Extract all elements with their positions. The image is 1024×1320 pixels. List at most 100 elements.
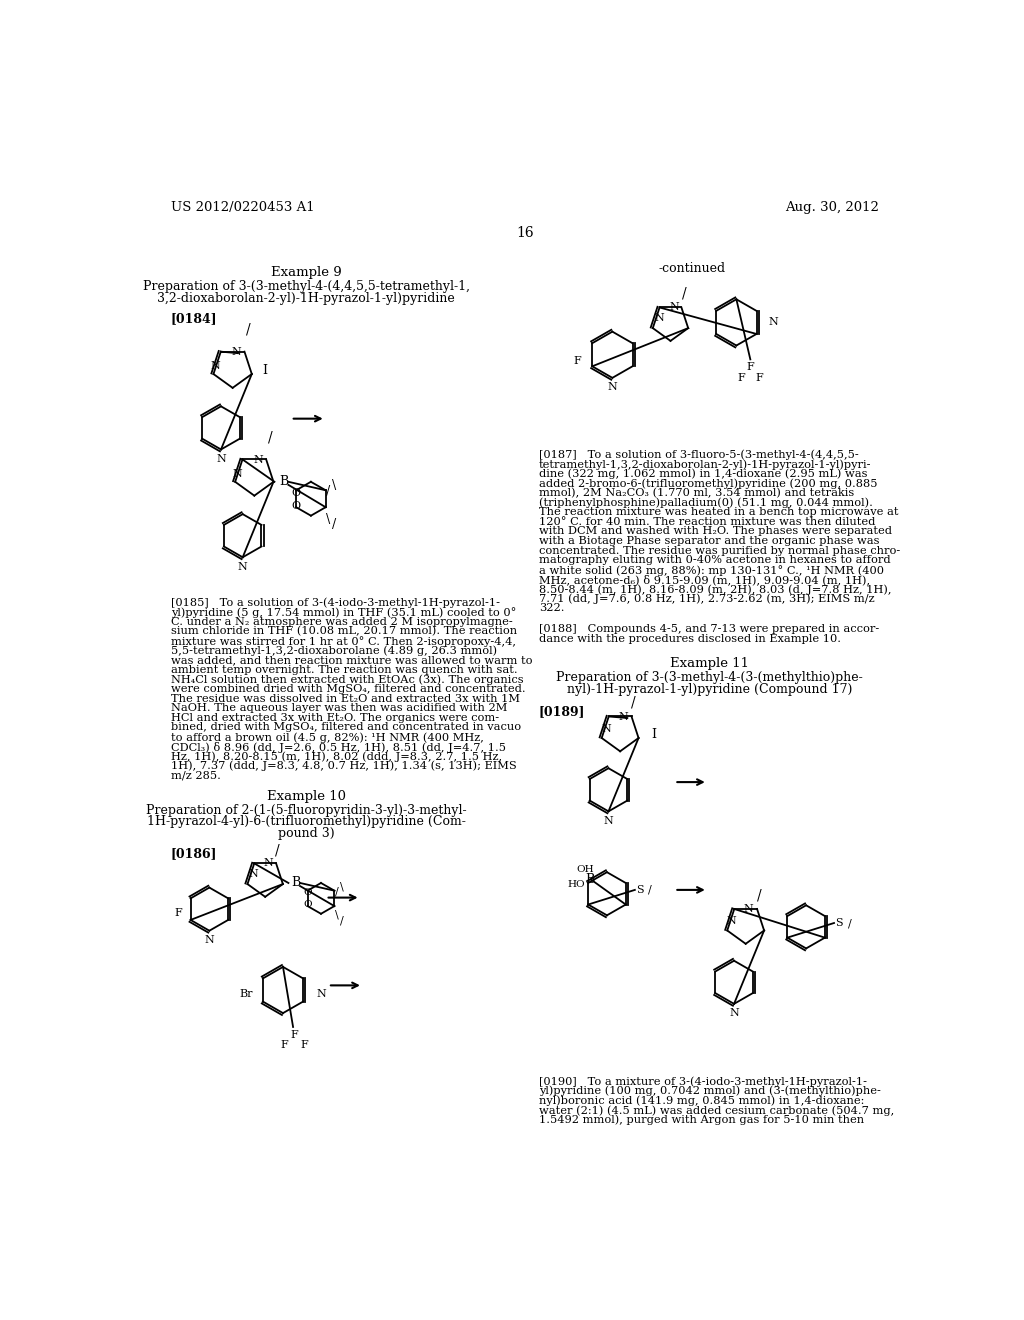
Text: with DCM and washed with H₂O. The phases were separated: with DCM and washed with H₂O. The phases…: [539, 527, 892, 536]
Text: NaOH. The aqueous layer was then was acidified with 2M: NaOH. The aqueous layer was then was aci…: [171, 704, 507, 713]
Text: [0190]   To a mixture of 3-(4-iodo-3-methyl-1H-pyrazol-1-: [0190] To a mixture of 3-(4-iodo-3-methy…: [539, 1076, 866, 1086]
Text: F: F: [291, 1030, 299, 1040]
Text: N: N: [769, 317, 778, 327]
Text: N: N: [729, 1008, 739, 1019]
Text: [0188]   Compounds 4-5, and 7-13 were prepared in accor-: [0188] Compounds 4-5, and 7-13 were prep…: [539, 624, 879, 634]
Text: 16: 16: [516, 226, 534, 240]
Text: B: B: [586, 874, 595, 887]
Text: a white solid (263 mg, 88%): mp 130-131° C., ¹H NMR (400: a white solid (263 mg, 88%): mp 130-131°…: [539, 565, 884, 576]
Text: The reaction mixture was heated in a bench top microwave at: The reaction mixture was heated in a ben…: [539, 507, 898, 517]
Text: F: F: [746, 362, 755, 372]
Text: I: I: [651, 727, 656, 741]
Text: /: /: [326, 484, 330, 498]
Text: [0187]   To a solution of 3-fluoro-5-(3-methyl-4-(4,4,5,5-: [0187] To a solution of 3-fluoro-5-(3-me…: [539, 449, 858, 461]
Text: /: /: [332, 517, 336, 531]
Text: water (2:1) (4.5 mL) was added cesium carbonate (504.7 mg,: water (2:1) (4.5 mL) was added cesium ca…: [539, 1105, 894, 1115]
Text: matography eluting with 0-40% acetone in hexanes to afford: matography eluting with 0-40% acetone in…: [539, 556, 891, 565]
Text: S: S: [835, 917, 843, 928]
Text: N: N: [253, 455, 263, 465]
Text: \: \: [332, 479, 336, 492]
Text: N: N: [603, 816, 613, 826]
Text: N: N: [670, 302, 679, 312]
Text: F: F: [281, 1040, 289, 1051]
Text: with a Biotage Phase separator and the organic phase was: with a Biotage Phase separator and the o…: [539, 536, 880, 546]
Text: [0184]: [0184]: [171, 313, 217, 326]
Text: dance with the procedures disclosed in Example 10.: dance with the procedures disclosed in E…: [539, 634, 841, 644]
Text: /: /: [757, 888, 761, 903]
Text: Aug. 30, 2012: Aug. 30, 2012: [785, 201, 879, 214]
Text: ambient temp overnight. The reaction was quench with sat.: ambient temp overnight. The reaction was…: [171, 665, 517, 675]
Text: N: N: [618, 711, 628, 722]
Text: /: /: [267, 430, 272, 444]
Text: m/z 285.: m/z 285.: [171, 771, 220, 780]
Text: /: /: [682, 286, 687, 301]
Text: tetramethyl-1,3,2-dioxaborolan-2-yl)-1H-pyrazol-1-yl)pyri-: tetramethyl-1,3,2-dioxaborolan-2-yl)-1H-…: [539, 459, 871, 470]
Text: bined, dried with MgSO₄, filtered and concentrated in vacuo: bined, dried with MgSO₄, filtered and co…: [171, 722, 521, 733]
Text: \: \: [340, 882, 344, 891]
Text: B: B: [280, 475, 289, 488]
Text: concentrated. The residue was purified by normal phase chro-: concentrated. The residue was purified b…: [539, 545, 900, 556]
Text: 8.50-8.44 (m, 1H), 8.16-8.09 (m, 2H), 8.03 (d, J=7.8 Hz, 1H),: 8.50-8.44 (m, 1H), 8.16-8.09 (m, 2H), 8.…: [539, 585, 891, 595]
Text: 1H), 7.37 (ddd, J=8.3, 4.8, 0.7 Hz, 1H), 1.34 (s, 13H); EIMS: 1H), 7.37 (ddd, J=8.3, 4.8, 0.7 Hz, 1H),…: [171, 760, 516, 771]
Text: F: F: [573, 356, 582, 366]
Text: /: /: [631, 696, 636, 710]
Text: N: N: [607, 383, 617, 392]
Text: 120° C. for 40 min. The reaction mixture was then diluted: 120° C. for 40 min. The reaction mixture…: [539, 517, 876, 527]
Text: N: N: [231, 347, 242, 358]
Text: OH: OH: [577, 865, 594, 874]
Text: S: S: [636, 884, 643, 895]
Text: [0186]: [0186]: [171, 847, 217, 861]
Text: HO: HO: [567, 880, 585, 888]
Text: \: \: [326, 512, 330, 525]
Text: F: F: [301, 1040, 308, 1051]
Text: to afford a brown oil (4.5 g, 82%): ¹H NMR (400 MHz,: to afford a brown oil (4.5 g, 82%): ¹H N…: [171, 733, 483, 743]
Text: The residue was dissolved in Et₂O and extracted 3x with 1M: The residue was dissolved in Et₂O and ex…: [171, 693, 519, 704]
Text: added 2-bromo-6-(trifluoromethyl)pyridine (200 mg, 0.885: added 2-bromo-6-(trifluoromethyl)pyridin…: [539, 478, 878, 488]
Text: sium chloride in THF (10.08 mL, 20.17 mmol). The reaction: sium chloride in THF (10.08 mL, 20.17 mm…: [171, 626, 517, 636]
Text: Preparation of 2-(1-(5-fluoropyridin-3-yl)-3-methyl-: Preparation of 2-(1-(5-fluoropyridin-3-y…: [146, 804, 467, 817]
Text: dine (322 mg, 1.062 mmol) in 1,4-dioxane (2.95 mL) was: dine (322 mg, 1.062 mmol) in 1,4-dioxane…: [539, 469, 867, 479]
Text: 7.71 (dd, J=7.6, 0.8 Hz, 1H), 2.73-2.62 (m, 3H); EIMS m/z: 7.71 (dd, J=7.6, 0.8 Hz, 1H), 2.73-2.62 …: [539, 594, 874, 605]
Text: yl)pyridine (100 mg, 0.7042 mmol) and (3-(methylthio)phe-: yl)pyridine (100 mg, 0.7042 mmol) and (3…: [539, 1086, 881, 1097]
Text: mmol), 2M Na₂CO₃ (1.770 ml, 3.54 mmol) and tetrakis: mmol), 2M Na₂CO₃ (1.770 ml, 3.54 mmol) a…: [539, 488, 854, 499]
Text: nyl)boronic acid (141.9 mg, 0.845 mmol) in 1,4-dioxane:: nyl)boronic acid (141.9 mg, 0.845 mmol) …: [539, 1096, 864, 1106]
Text: N: N: [727, 916, 736, 927]
Text: O: O: [292, 487, 301, 498]
Text: N: N: [249, 869, 258, 879]
Text: /: /: [340, 915, 344, 925]
Text: [0189]: [0189]: [539, 705, 586, 718]
Text: 5,5-tetramethyl-1,3,2-dioxaborolane (4.89 g, 26.3 mmol): 5,5-tetramethyl-1,3,2-dioxaborolane (4.8…: [171, 645, 497, 656]
Text: 1H-pyrazol-4-yl)-6-(trifluoromethyl)pyridine (Com-: 1H-pyrazol-4-yl)-6-(trifluoromethyl)pyri…: [146, 816, 466, 828]
Text: I: I: [262, 363, 267, 376]
Text: 1.5492 mmol), purged with Argon gas for 5-10 min then: 1.5492 mmol), purged with Argon gas for …: [539, 1114, 864, 1126]
Text: F: F: [756, 372, 764, 383]
Text: N: N: [232, 469, 242, 479]
Text: O: O: [303, 888, 312, 896]
Text: /: /: [275, 843, 280, 858]
Text: O: O: [292, 502, 301, 511]
Text: 3,2-dioxaborolan-2-yl)-1H-pyrazol-1-yl)pyridine: 3,2-dioxaborolan-2-yl)-1H-pyrazol-1-yl)p…: [158, 292, 455, 305]
Text: N: N: [263, 858, 273, 869]
Text: O: O: [303, 900, 312, 909]
Text: Br: Br: [239, 989, 253, 999]
Text: N: N: [238, 562, 248, 572]
Text: N: N: [316, 989, 326, 999]
Text: CDCl₃) δ 8.96 (dd, J=2.6, 0.5 Hz, 1H), 8.51 (dd, J=4.7, 1.5: CDCl₃) δ 8.96 (dd, J=2.6, 0.5 Hz, 1H), 8…: [171, 742, 506, 752]
Text: Preparation of 3-(3-methyl-4-(4,4,5,5-tetramethyl-1,: Preparation of 3-(3-methyl-4-(4,4,5,5-te…: [142, 280, 470, 293]
Text: mixture was stirred for 1 hr at 0° C. Then 2-isopropoxy-4,4,: mixture was stirred for 1 hr at 0° C. Th…: [171, 636, 516, 647]
Text: (triphenylphosphine)palladium(0) (51.1 mg, 0.044 mmol).: (triphenylphosphine)palladium(0) (51.1 m…: [539, 498, 872, 508]
Text: were combined dried with MgSO₄, filtered and concentrated.: were combined dried with MgSO₄, filtered…: [171, 684, 525, 694]
Text: Example 11: Example 11: [670, 657, 749, 671]
Text: 322.: 322.: [539, 603, 564, 614]
Text: /: /: [848, 917, 851, 928]
Text: pound 3): pound 3): [278, 826, 335, 840]
Text: /: /: [335, 887, 338, 896]
Text: US 2012/0220453 A1: US 2012/0220453 A1: [171, 201, 314, 214]
Text: F: F: [174, 908, 182, 917]
Text: nyl)-1H-pyrazol-1-yl)pyridine (Compound 17): nyl)-1H-pyrazol-1-yl)pyridine (Compound …: [566, 682, 852, 696]
Text: Hz, 1H), 8.20-8.15 (m, 1H), 8.02 (ddd, J=8.3, 2.7, 1.5 Hz,: Hz, 1H), 8.20-8.15 (m, 1H), 8.02 (ddd, J…: [171, 751, 502, 762]
Text: MHz, acetone-d₆) δ 9.15-9.09 (m, 1H), 9.09-9.04 (m, 1H),: MHz, acetone-d₆) δ 9.15-9.09 (m, 1H), 9.…: [539, 574, 869, 585]
Text: NH₄Cl solution then extracted with EtOAc (3x). The organics: NH₄Cl solution then extracted with EtOAc…: [171, 675, 523, 685]
Text: HCl and extracted 3x with Et₂O. The organics were com-: HCl and extracted 3x with Et₂O. The orga…: [171, 713, 499, 723]
Text: [0185]   To a solution of 3-(4-iodo-3-methyl-1H-pyrazol-1-: [0185] To a solution of 3-(4-iodo-3-meth…: [171, 597, 500, 609]
